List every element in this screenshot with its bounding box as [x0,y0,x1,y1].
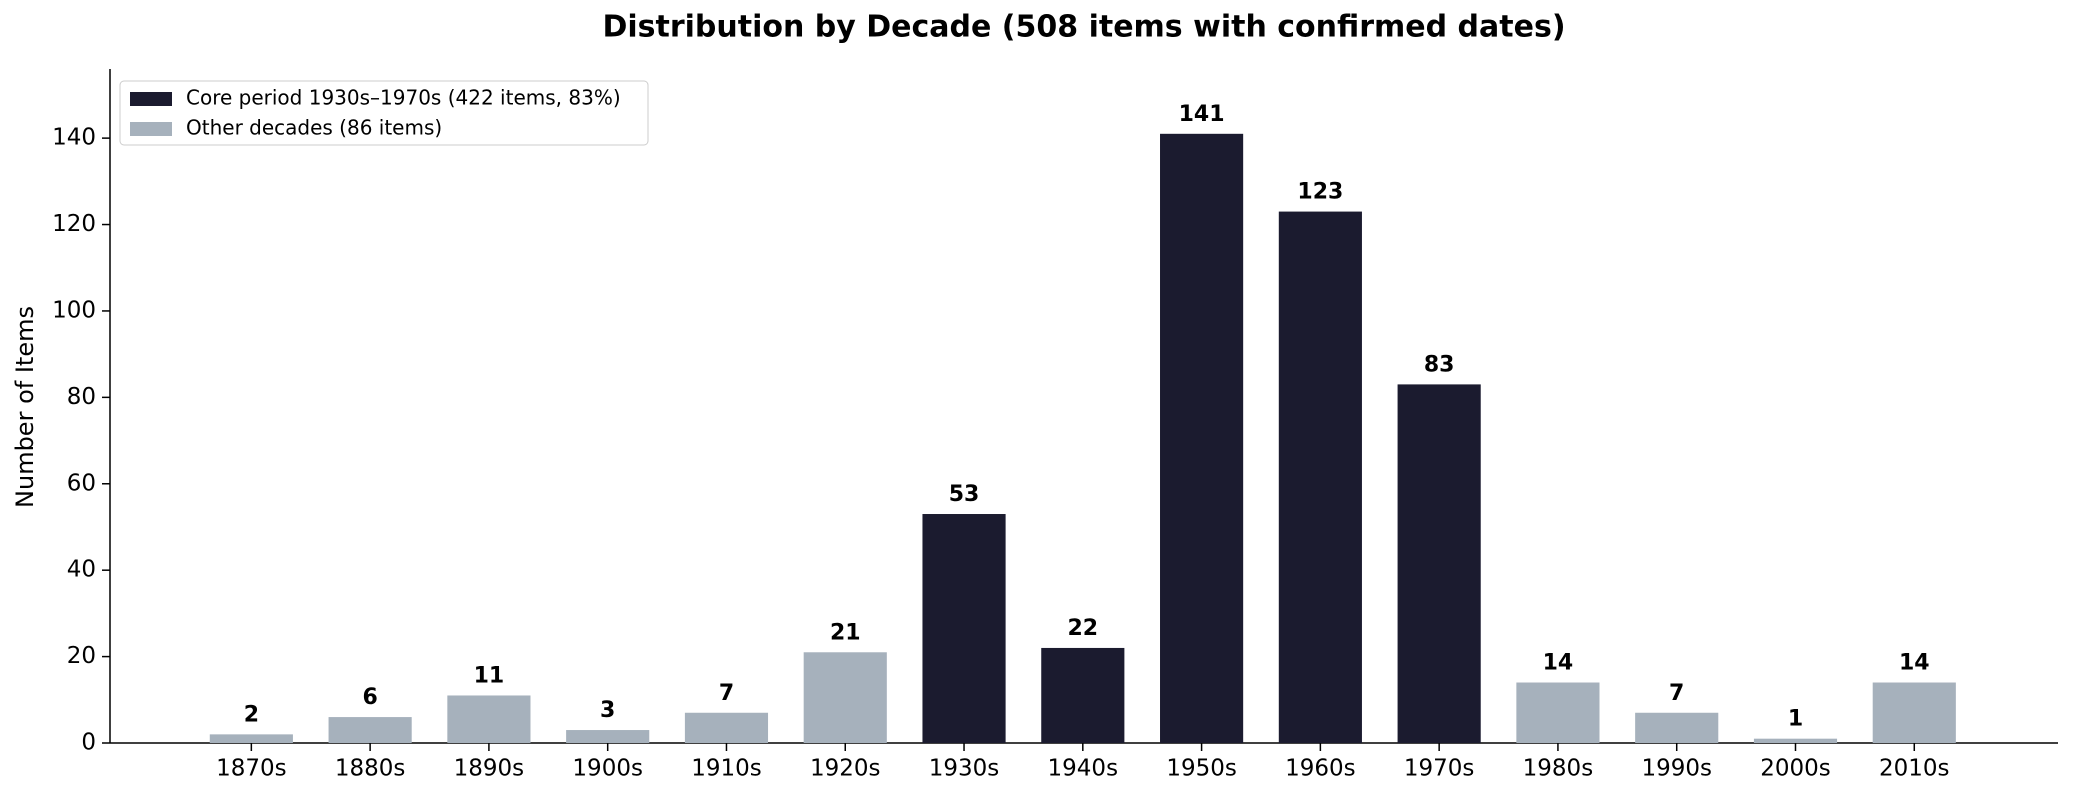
value-label: 2 [244,702,259,727]
x-tick-label: 1930s [929,756,1000,782]
legend-box [119,80,649,146]
bar [1753,738,1838,743]
bar [566,730,650,743]
y-tick-label: 20 [67,643,96,669]
y-tick-label: 140 [52,125,96,151]
value-label: 53 [949,482,980,507]
value-label: 141 [1179,102,1225,127]
bar [328,717,412,743]
chart-title: Distribution by Decade (508 items with c… [602,10,1565,45]
legend-label: Other decades (86 items) [186,116,442,140]
value-label: 22 [1067,616,1098,641]
x-tick-label: 2010s [1879,756,1950,782]
x-tick-label: 1900s [572,756,643,782]
y-axis-label: Number of Items [11,306,39,508]
x-tick-label: 1870s [216,756,287,782]
bar [1516,682,1600,743]
value-label: 11 [474,663,505,688]
value-label: 14 [1899,651,1930,676]
legend-label: Core period 1930s–1970s (422 items, 83%) [186,86,621,110]
x-tick-label: 1970s [1404,756,1475,782]
value-label: 6 [362,685,377,710]
bar [1635,712,1719,743]
legend-swatch [130,122,172,136]
value-label: 7 [1669,681,1684,706]
x-tick-label: 1990s [1641,756,1712,782]
y-tick-label: 40 [67,557,96,583]
legend-swatch [130,92,172,106]
bar [1397,384,1481,743]
bar [447,695,531,743]
y-tick-label: 60 [67,470,96,496]
value-label: 83 [1424,352,1455,377]
bar [1278,211,1362,744]
bar [684,712,769,743]
bar [922,514,1006,743]
value-label: 123 [1297,180,1343,205]
y-tick-label: 120 [52,211,96,237]
bar [209,734,293,743]
bar [1041,647,1125,743]
y-tick-label: 80 [67,384,96,410]
bar [1160,133,1244,744]
y-tick-label: 0 [81,730,96,756]
x-tick-label: 1920s [810,756,881,782]
x-tick-label: 1960s [1285,756,1356,782]
x-tick-label: 1940s [1048,756,1119,782]
x-tick-label: 1950s [1166,756,1237,782]
x-tick-label: 1910s [691,756,762,782]
x-tick-label: 1880s [335,756,406,782]
value-label: 21 [830,620,861,645]
value-label: 3 [600,698,615,723]
value-label: 1 [1788,707,1803,732]
value-label: 7 [719,681,734,706]
bar [803,652,887,743]
x-tick-label: 2000s [1760,756,1831,782]
value-label: 14 [1543,651,1574,676]
x-tick-label: 1890s [454,756,525,782]
bar [1872,682,1956,743]
y-tick-label: 100 [52,297,96,323]
x-tick-label: 1980s [1523,756,1594,782]
